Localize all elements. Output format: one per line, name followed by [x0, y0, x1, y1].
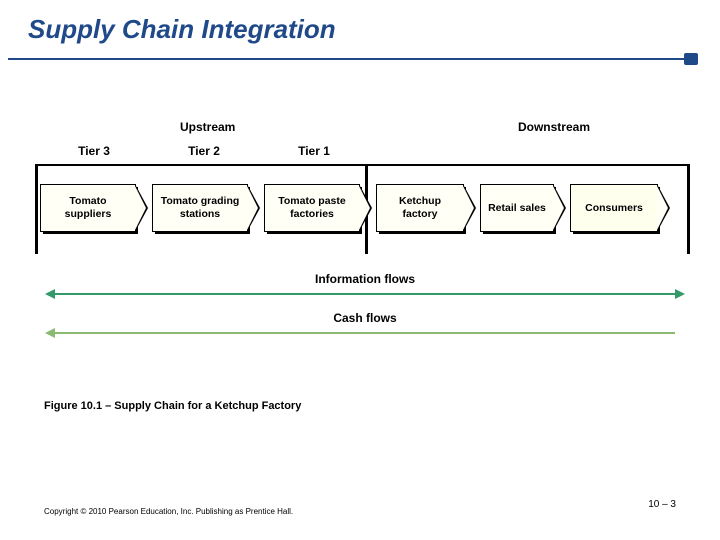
tier2-label: Tier 2 — [150, 144, 258, 158]
node-grading-stations: Tomato grading stations — [152, 184, 248, 232]
figure-caption: Figure 10.1 – Supply Chain for a Ketchup… — [44, 400, 301, 412]
tier3-label: Tier 3 — [40, 144, 148, 158]
page-number: 10 – 3 — [648, 499, 676, 510]
info-flow-label: Information flows — [40, 272, 690, 286]
cash-flow-label: Cash flows — [40, 311, 690, 325]
chain-row: Tomato suppliers Tomato grading stations… — [40, 184, 690, 232]
upstream-label: Upstream — [180, 120, 235, 134]
supply-chain-diagram: Upstream Downstream Tier 3 Tier 2 Tier 1… — [40, 120, 690, 336]
node-tomato-suppliers: Tomato suppliers — [40, 184, 136, 232]
downstream-label: Downstream — [518, 120, 590, 134]
node-consumers: Consumers — [570, 184, 658, 232]
node-paste-factories: Tomato paste factories — [264, 184, 360, 232]
page-title: Supply Chain Integration — [0, 0, 720, 53]
node-retail-sales: Retail sales — [480, 184, 554, 232]
bracket-top — [35, 164, 690, 166]
copyright-text: Copyright © 2010 Pearson Education, Inc.… — [44, 507, 293, 516]
bracket-left — [35, 164, 38, 254]
tier1-label: Tier 1 — [260, 144, 368, 158]
bracket-right — [687, 164, 690, 254]
node-ketchup-factory: Ketchup factory — [376, 184, 464, 232]
cash-flow-arrow — [45, 330, 685, 336]
title-rule — [8, 58, 696, 60]
info-flow-arrow — [45, 291, 685, 297]
